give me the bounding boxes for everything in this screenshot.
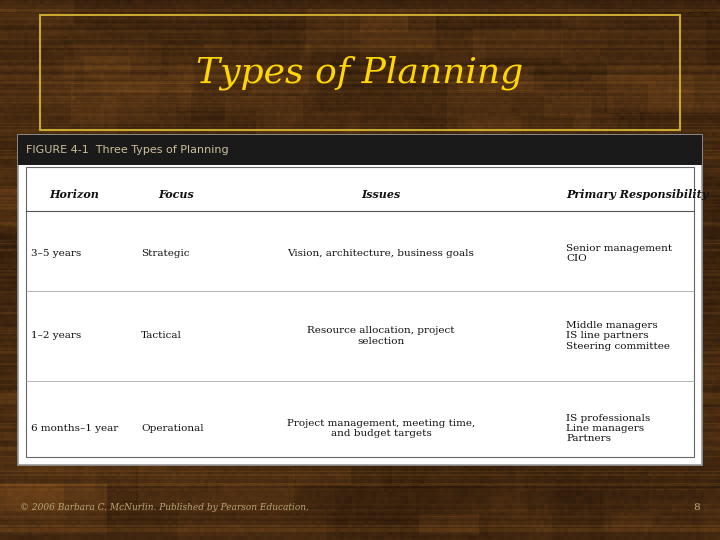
Bar [26, 167, 694, 457]
Text: Tactical: Tactical [141, 332, 182, 341]
Text: © 2006 Barbara C. McNurlin. Published by Pearson Education.: © 2006 Barbara C. McNurlin. Published by… [20, 503, 309, 512]
Text: Resource allocation, project
selection: Resource allocation, project selection [307, 326, 455, 346]
Text: Horizon: Horizon [49, 190, 99, 200]
Text: IS professionals
Line managers
Partners: IS professionals Line managers Partners [566, 414, 650, 443]
Bar [40, 15, 680, 130]
Text: Middle managers
IS line partners
Steering committee: Middle managers IS line partners Steerin… [566, 321, 670, 351]
Text: 8: 8 [693, 503, 700, 512]
Text: Issues: Issues [361, 190, 400, 200]
Text: Strategic: Strategic [141, 249, 189, 258]
Text: 6 months–1 year: 6 months–1 year [31, 424, 118, 433]
Text: Operational: Operational [141, 424, 204, 433]
Text: Vision, architecture, business goals: Vision, architecture, business goals [287, 249, 474, 258]
Text: Primary Responsibility: Primary Responsibility [566, 190, 708, 200]
Text: FIGURE 4-1  Three Types of Planning: FIGURE 4-1 Three Types of Planning [26, 145, 229, 155]
Text: 3–5 years: 3–5 years [31, 249, 81, 258]
Text: Types of Planning: Types of Planning [197, 55, 523, 90]
Text: 1–2 years: 1–2 years [31, 332, 81, 341]
Bar [18, 135, 702, 165]
Text: Senior management
CIO: Senior management CIO [566, 244, 672, 263]
Text: Project management, meeting time,
and budget targets: Project management, meeting time, and bu… [287, 419, 475, 438]
Bar [18, 135, 702, 465]
Text: Focus: Focus [158, 190, 194, 200]
